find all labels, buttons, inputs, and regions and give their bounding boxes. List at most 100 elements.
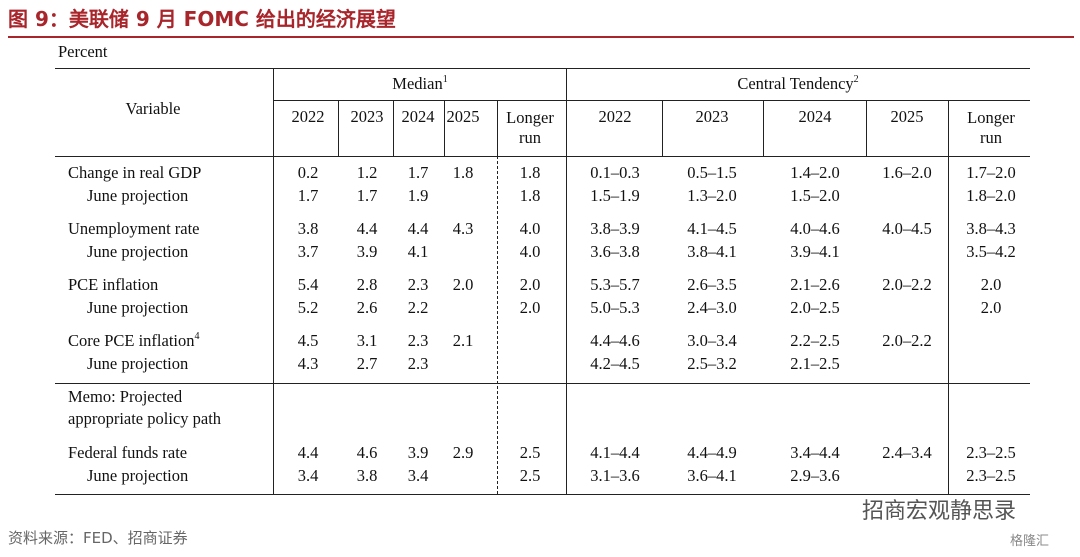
footnote-mark: 2 — [853, 74, 859, 85]
cell: 2.2 — [407, 298, 429, 317]
cell: 3.8–4.1 — [687, 242, 737, 261]
row-sublabel: June projection — [87, 298, 189, 317]
col-rule — [444, 100, 445, 156]
header-variable: Variable — [125, 99, 181, 118]
rule — [55, 68, 1030, 69]
cell: 2.3 — [407, 275, 429, 294]
cell: 3.8 — [297, 219, 319, 238]
cell: 4.4–4.6 — [590, 331, 640, 350]
col-rule — [497, 100, 498, 156]
cell: 2.2–2.5 — [790, 331, 840, 350]
cell: 1.4–2.0 — [790, 163, 840, 182]
year-header: 2025 — [446, 107, 480, 126]
cell: 3.4 — [297, 466, 319, 485]
cell: 0.5–1.5 — [687, 163, 737, 182]
row-label: PCE inflation — [68, 275, 159, 294]
year-header: 2023 — [350, 107, 384, 126]
cell: 2.8 — [356, 275, 378, 294]
year-header: 2023 — [695, 107, 729, 126]
cell: 3.1–3.6 — [590, 466, 640, 485]
cell: 1.7–2.0 — [966, 163, 1016, 182]
year-header: 2022 — [598, 107, 632, 126]
cell: 2.5–3.2 — [687, 354, 737, 373]
source: 资料来源：FED、招商证券 — [8, 529, 188, 547]
cell: 2.6–3.5 — [687, 275, 737, 294]
col-rule — [393, 100, 394, 156]
row-sublabel: June projection — [87, 354, 189, 373]
cell: 4.0 — [519, 219, 541, 238]
cell: 5.2 — [297, 298, 319, 317]
cell: 4.0–4.5 — [882, 219, 932, 238]
cell: 3.8–4.3 — [966, 219, 1016, 238]
year-header: Longer run — [967, 108, 1015, 147]
cell: 5.0–5.3 — [590, 298, 640, 317]
cell: 2.9 — [452, 443, 474, 462]
cell: 4.0 — [519, 242, 541, 261]
col-rule — [662, 100, 663, 156]
cell: 2.4–3.4 — [882, 443, 932, 462]
cell: 4.1–4.4 — [590, 443, 640, 462]
cell: 4.4 — [407, 219, 429, 238]
cell: 4.0–4.6 — [790, 219, 840, 238]
cell: 1.3–2.0 — [687, 186, 737, 205]
cell: 3.9 — [356, 242, 378, 261]
cell: 3.7 — [297, 242, 319, 261]
unit: Percent — [58, 42, 108, 61]
cell: 2.0 — [519, 298, 541, 317]
cell: 1.5–1.9 — [590, 186, 640, 205]
title: 图 9：美联储 9 月 FOMC 给出的经济展望 — [8, 7, 396, 31]
cell: 3.6–4.1 — [687, 466, 737, 485]
cell: 2.3–2.5 — [966, 466, 1016, 485]
cell: 1.7 — [407, 163, 429, 182]
cell: 2.3 — [407, 331, 429, 350]
footnote-mark: 4 — [194, 331, 200, 342]
year-header: 2024 — [401, 107, 435, 126]
row-label: Federal funds rate — [68, 443, 188, 462]
cell: 5.4 — [297, 275, 319, 294]
cell: 4.4 — [356, 219, 378, 238]
cell: 2.4–3.0 — [687, 298, 737, 317]
cell: 2.1–2.6 — [790, 275, 840, 294]
cell: 2.7 — [356, 354, 378, 373]
year-header: 2024 — [798, 107, 832, 126]
cell: 3.1 — [356, 331, 378, 350]
col-rule — [763, 100, 764, 156]
cell: 2.9–3.6 — [790, 466, 840, 485]
row-label: Change in real GDP — [68, 163, 202, 182]
cell: 2.0–2.2 — [882, 331, 932, 350]
cell: 4.4–4.9 — [687, 443, 737, 462]
cell: 2.6 — [356, 298, 378, 317]
cell: 2.0 — [980, 298, 1002, 317]
logo: 格隆汇 — [1010, 534, 1050, 549]
col-rule — [566, 68, 567, 494]
cell: 2.5 — [519, 443, 541, 462]
rule — [55, 494, 1030, 495]
cell: 1.7 — [297, 186, 319, 205]
row-sublabel: June projection — [87, 186, 189, 205]
cell: 1.2 — [356, 163, 378, 182]
cell: 1.5–2.0 — [790, 186, 840, 205]
cell: 4.3 — [297, 354, 319, 373]
cell: 3.8–3.9 — [590, 219, 640, 238]
cell: 5.3–5.7 — [590, 275, 640, 294]
cell: 2.0 — [519, 275, 541, 294]
cell: 1.8 — [519, 163, 541, 182]
year-header: Longer run — [506, 108, 554, 147]
year-header: 2022 — [291, 107, 325, 126]
cell: 3.9–4.1 — [790, 242, 840, 261]
title-rule — [8, 36, 1074, 38]
cell: 1.7 — [356, 186, 378, 205]
cell: 1.6–2.0 — [882, 163, 932, 182]
cell: 2.0 — [452, 275, 474, 294]
cell: 4.1 — [407, 242, 429, 261]
cell: 3.4 — [407, 466, 429, 485]
cell: 2.5 — [519, 466, 541, 485]
row-label: Core PCE inflation4 — [68, 331, 200, 350]
cell: 3.5–4.2 — [966, 242, 1016, 261]
cell: 3.4–4.4 — [790, 443, 840, 462]
cell: 2.0–2.5 — [790, 298, 840, 317]
cell: 2.0 — [980, 275, 1002, 294]
cell: 3.9 — [407, 443, 429, 462]
rule — [273, 100, 1030, 101]
